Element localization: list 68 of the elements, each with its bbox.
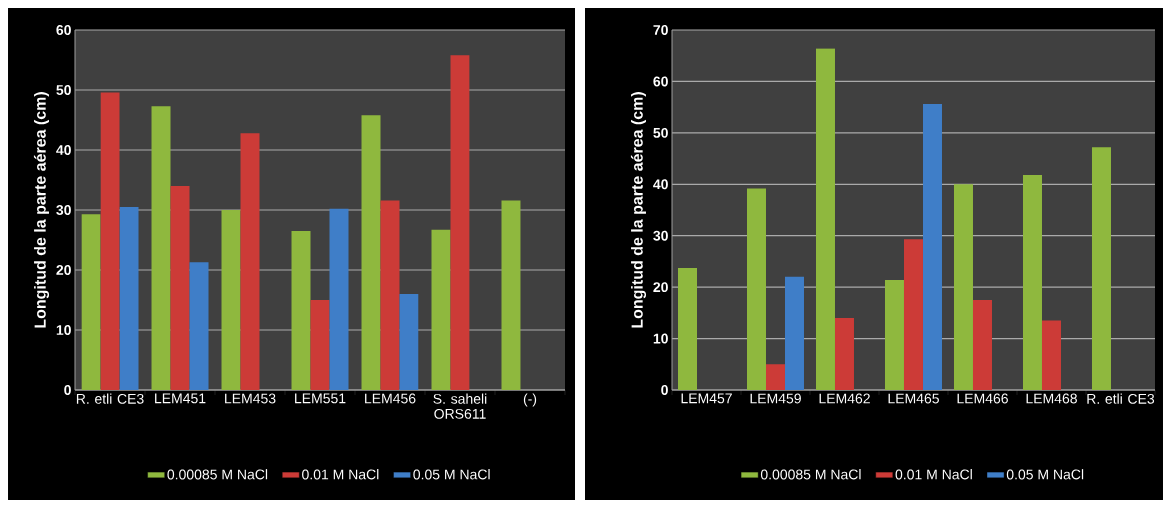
x-tick-label: R. etli CE3 (1087, 393, 1155, 404)
bar (151, 106, 171, 390)
bar (361, 115, 381, 390)
y-tick-label: 70 (653, 25, 668, 35)
y-tick-label: 30 (653, 230, 668, 241)
x-tick-label: R. etli CE3 (76, 393, 144, 404)
y-tick-label: 60 (653, 76, 668, 87)
y-tick-label: 0 (64, 385, 71, 395)
y-tick-label: 50 (653, 127, 668, 138)
bar (1022, 175, 1042, 390)
bar (100, 92, 120, 390)
y-tick-label: 40 (56, 145, 71, 155)
x-tick-label: LEM551 (295, 393, 346, 404)
x-tick-label: S. saheli ORS611 (433, 393, 487, 419)
bar (81, 214, 101, 390)
bar (766, 364, 785, 390)
x-tick-label: LEM466 (957, 393, 1008, 404)
bar (785, 276, 804, 390)
bar (953, 184, 973, 390)
legend-label: 0.01 M NaCl (302, 469, 379, 480)
bar (329, 208, 349, 390)
bar (431, 229, 451, 390)
bar (972, 299, 992, 390)
y-tick-label: 20 (653, 282, 668, 293)
bar (816, 48, 835, 390)
x-tick-label: (-) (523, 393, 537, 407)
y-tick-label: 40 (653, 179, 668, 190)
bar (450, 55, 470, 390)
x-tick-label: LEM462 (819, 393, 870, 404)
y-axis-title: Longitud de la parte aérea (cm) (33, 92, 50, 328)
legend-label: 0.00085 M NaCl (167, 469, 268, 480)
x-tick-label: LEM468 (1026, 393, 1077, 404)
x-tick-label: LEM459 (750, 393, 801, 404)
bar (380, 200, 400, 390)
legend-label: 0.01 M NaCl (895, 469, 972, 480)
bar (1091, 147, 1111, 390)
y-tick-label: 20 (56, 265, 71, 275)
bar (678, 268, 697, 390)
bar (291, 230, 311, 390)
bar (835, 317, 854, 390)
legend-label: 0.05 M NaCl (413, 469, 490, 480)
y-tick-label: 0 (661, 385, 668, 395)
x-tick-label: LEM465 (888, 393, 939, 404)
bar (903, 239, 923, 390)
bar (399, 293, 419, 390)
legend-label: 0.00085 M NaCl (760, 469, 861, 480)
x-tick-label: LEM453 (225, 393, 276, 404)
bar (240, 133, 260, 390)
bar (221, 210, 241, 390)
bar (170, 185, 190, 390)
legend-label: 0.05 M NaCl (1006, 469, 1084, 480)
x-tick-label: LEM451 (155, 393, 206, 404)
bar (747, 188, 766, 390)
y-tick-label: 10 (653, 333, 668, 344)
bar (310, 299, 330, 390)
bar (189, 262, 209, 390)
bar (922, 104, 942, 390)
bar (1041, 320, 1061, 390)
y-tick-label: 50 (56, 85, 71, 95)
y-tick-label: 30 (56, 205, 71, 215)
bar (119, 206, 139, 390)
x-tick-label: LEM456 (365, 393, 416, 404)
x-tick-label: LEM457 (681, 393, 732, 404)
bar (501, 200, 521, 390)
y-axis-title: Longitud de la parte aérea (cm) (630, 92, 647, 328)
y-tick-label: 60 (56, 25, 71, 35)
y-tick-label: 10 (56, 325, 71, 335)
bar (884, 279, 904, 390)
